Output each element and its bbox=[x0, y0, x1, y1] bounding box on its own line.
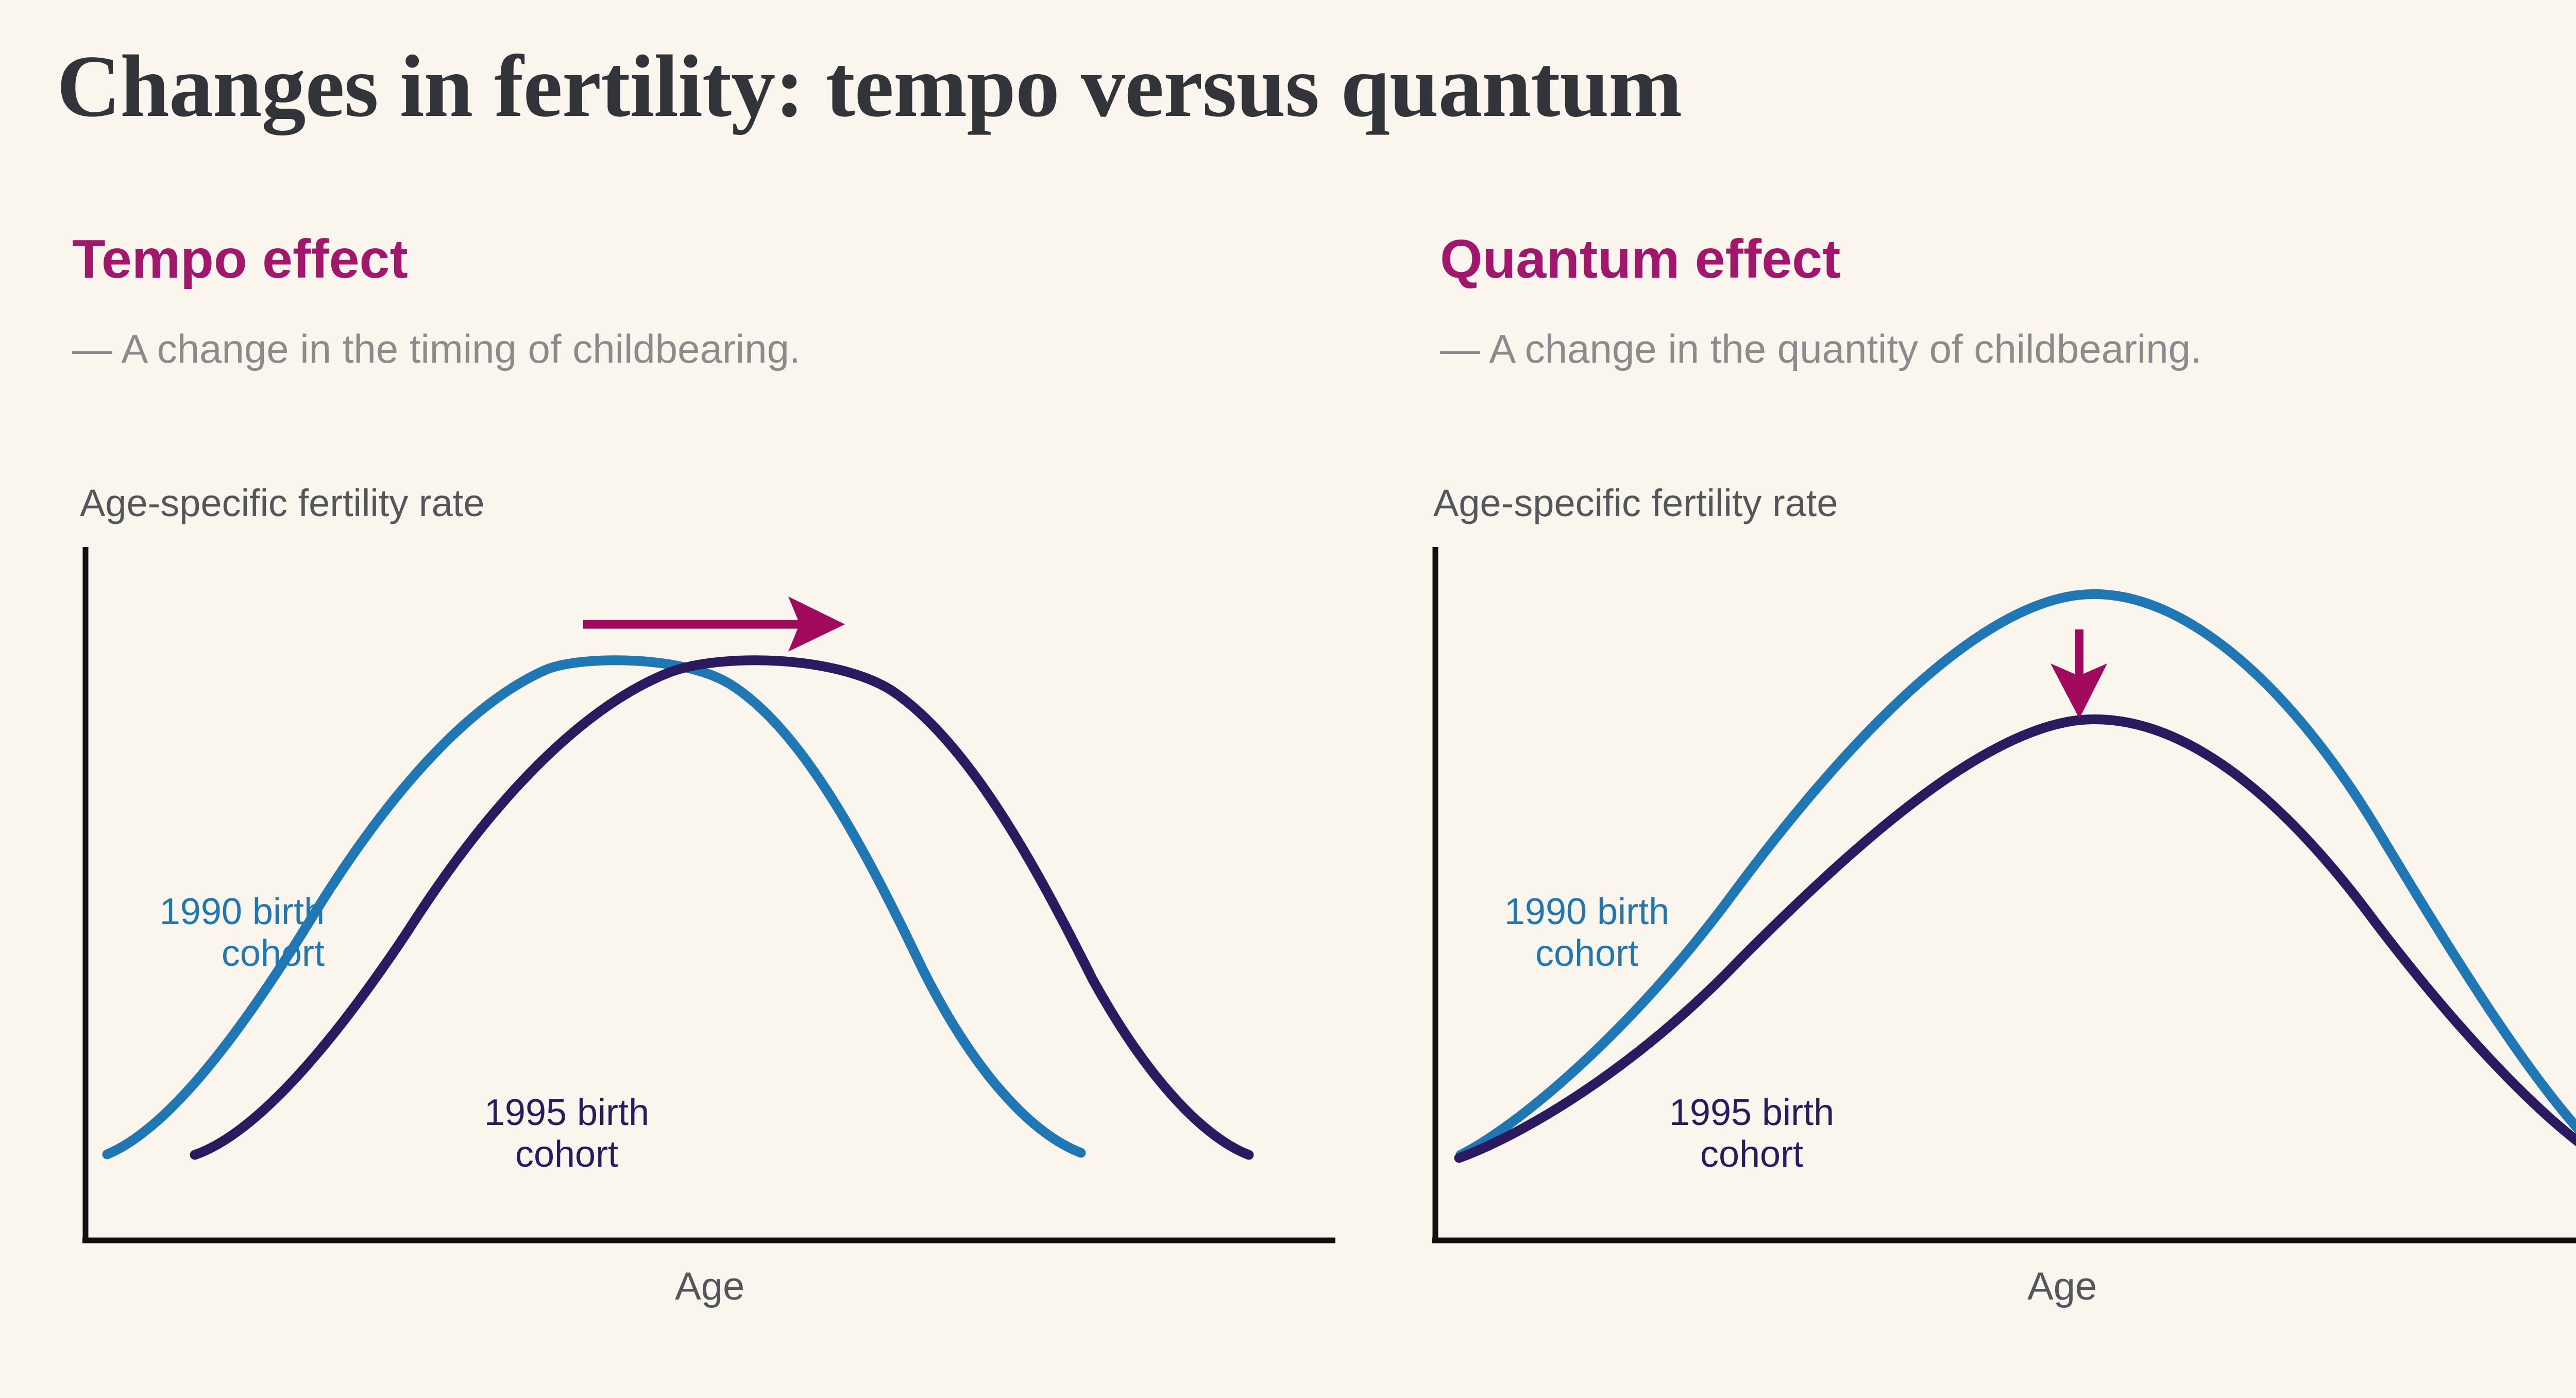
page-title: Changes in fertility: tempo versus quant… bbox=[57, 38, 1682, 135]
series-line-1995 bbox=[1454, 714, 2576, 1163]
y-axis-label-tempo: Age-specific fertility rate bbox=[80, 482, 485, 524]
series-line-1990 bbox=[102, 655, 1086, 1160]
tempo-effect-plot bbox=[82, 547, 1335, 1243]
panel-heading-tempo: Tempo effect bbox=[72, 229, 408, 289]
downward-reduction-arrow-icon bbox=[2050, 629, 2107, 719]
series-label-1995: 1995 birth cohort bbox=[1669, 1092, 1835, 1175]
series-line-1995 bbox=[190, 655, 1254, 1160]
series-label-1995: 1995 birth cohort bbox=[484, 1092, 650, 1175]
x-axis-label-quantum: Age bbox=[2027, 1265, 2097, 1308]
series-label-1990: 1990 birth cohort bbox=[159, 891, 325, 974]
series-line-1990 bbox=[1455, 589, 2576, 1160]
quantum-effect-plot bbox=[1432, 547, 2576, 1243]
panel-quantum-effect: Quantum effect — A change in the quantit… bbox=[1412, 0, 2576, 1398]
panel-subtitle-quantum: — A change in the quantity of childbeari… bbox=[1440, 326, 2202, 371]
series-label-1990: 1990 birth cohort bbox=[1504, 891, 1670, 974]
panel-tempo-effect: Tempo effect — A change in the timing of… bbox=[72, 229, 1335, 1308]
panel-subtitle-tempo: — A change in the timing of childbearing… bbox=[72, 326, 801, 371]
x-axis-label-tempo: Age bbox=[675, 1265, 745, 1308]
y-axis-label-quantum: Age-specific fertility rate bbox=[1433, 482, 1838, 524]
rightward-shift-arrow-icon bbox=[583, 596, 845, 652]
panel-heading-quantum: Quantum effect bbox=[1440, 229, 1841, 289]
